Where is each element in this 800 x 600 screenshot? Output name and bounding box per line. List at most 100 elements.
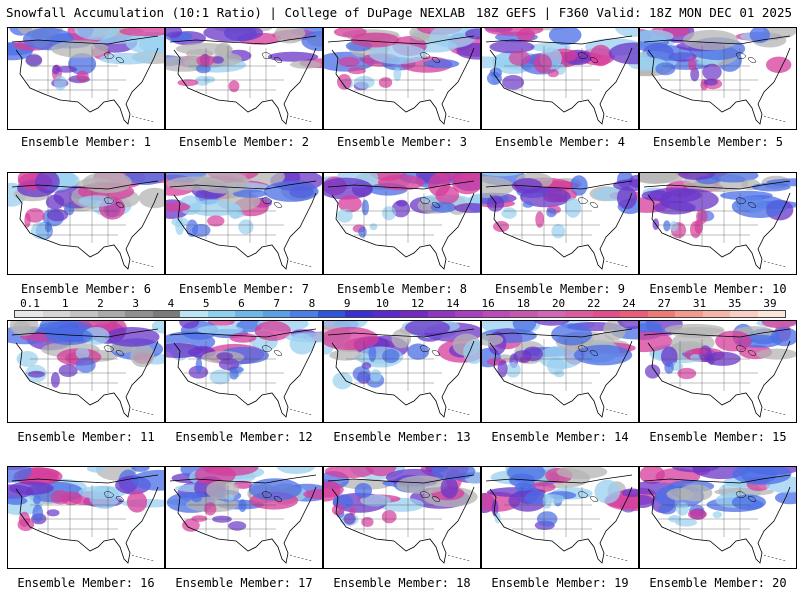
ensemble-map-panel	[639, 320, 797, 423]
colorbar-tick-label: 9	[343, 297, 351, 310]
colorbar-swatch	[592, 311, 620, 317]
ensemble-member-label: Ensemble Member: 2	[178, 135, 310, 149]
snowfall-map	[8, 173, 164, 270]
colorbar-tick-label: 7	[273, 297, 280, 310]
colorbar-swatch	[730, 311, 758, 317]
colorbar-swatch	[510, 311, 538, 317]
colorbar-tick-label: 20	[551, 297, 566, 310]
snowfall-map	[166, 173, 322, 270]
colorbar-swatch	[207, 311, 235, 317]
colorbar-labels: 0.1 1 2 3 4 5 6 7 8 9 10 12 14 16 18 20 22 24 27 31 35 39	[14, 297, 786, 310]
colorbar-swatch	[180, 311, 208, 317]
colorbar-tick-label: 27	[657, 297, 671, 310]
ensemble-member-label: Ensemble Member: 9	[494, 282, 626, 296]
ensemble-map-panel	[165, 172, 323, 275]
ensemble-member-label: Ensemble Member: 12	[175, 430, 313, 444]
colorbar-tick-label: 5	[202, 297, 210, 310]
colorbar-tick-label: 35	[728, 297, 742, 310]
ensemble-member-label: Ensemble Member: 10	[649, 282, 787, 296]
ensemble-member-label: Ensemble Member: 14	[491, 430, 629, 444]
snowfall-map	[324, 321, 480, 418]
ensemble-map-panel	[7, 466, 165, 569]
snowfall-map	[8, 321, 164, 418]
colorbar-swatch	[152, 311, 180, 317]
ensemble-member-label: Ensemble Member: 13	[333, 430, 471, 444]
ensemble-member-label: Ensemble Member: 15	[649, 430, 787, 444]
colorbar-tick-label: 14	[446, 297, 460, 310]
colorbar	[14, 310, 786, 318]
colorbar-swatch	[455, 311, 483, 317]
snowfall-map	[166, 467, 322, 564]
ensemble-map-panel	[639, 27, 797, 130]
ensemble-map-panel	[7, 172, 165, 275]
colorbar-swatch	[42, 311, 70, 317]
colorbar-tick-label: 18	[516, 297, 530, 310]
ensemble-member-label: Ensemble Member: 7	[178, 282, 310, 296]
ensemble-member-label: Ensemble Member: 18	[333, 576, 471, 590]
colorbar-swatch	[647, 311, 675, 317]
colorbar-tick-label: 8	[308, 297, 316, 310]
snowfall-map	[482, 173, 638, 270]
colorbar-swatch	[757, 311, 785, 317]
colorbar-swatch	[345, 311, 373, 317]
ensemble-member-label: Ensemble Member: 11	[17, 430, 155, 444]
ensemble-map-panel	[7, 320, 165, 423]
snowfall-map	[324, 173, 480, 270]
ensemble-map-panel	[481, 466, 639, 569]
ensemble-member-label: Ensemble Member: 4	[494, 135, 626, 149]
model-valid-time: 18Z GEFS | F360 Valid: 18Z MON DEC 01 20…	[475, 5, 792, 20]
ensemble-map-panel	[7, 27, 165, 130]
colorbar-swatch	[262, 311, 290, 317]
colorbar-swatch	[235, 311, 263, 317]
ensemble-map-panel	[323, 466, 481, 569]
colorbar-swatch	[675, 311, 703, 317]
colorbar-tick-label: 3	[132, 297, 140, 310]
colorbar-swatch	[537, 311, 565, 317]
snowfall-map	[482, 321, 638, 418]
ensemble-map-panel	[165, 320, 323, 423]
colorbar-tick-label: 4	[167, 297, 175, 310]
colorbar-swatch	[372, 311, 400, 317]
ensemble-member-label: Ensemble Member: 8	[336, 282, 468, 296]
colorbar-tick-label: 10	[375, 297, 389, 310]
colorbar-swatch	[427, 311, 455, 317]
colorbar-swatch	[620, 311, 648, 317]
colorbar-tick-label: 6	[238, 297, 245, 310]
colorbar-swatch	[482, 311, 510, 317]
ensemble-map-panel	[323, 172, 481, 275]
ensemble-map-panel	[639, 466, 797, 569]
colorbar-tick-label: 22	[587, 297, 601, 310]
ensemble-map-panel	[639, 172, 797, 275]
colorbar-swatch	[15, 311, 43, 317]
colorbar-tick-label: 1	[61, 297, 69, 310]
ensemble-member-label: Ensemble Member: 5	[652, 135, 784, 149]
colorbar-tick-label: 2	[97, 297, 104, 310]
snowfall-map	[166, 321, 322, 418]
colorbar-swatch	[565, 311, 593, 317]
ensemble-member-label: Ensemble Member: 20	[649, 576, 787, 590]
snowfall-map	[482, 467, 638, 564]
snowfall-map	[324, 28, 480, 125]
ensemble-member-label: Ensemble Member: 16	[17, 576, 155, 590]
colorbar-swatch	[317, 311, 345, 317]
snowfall-map	[640, 173, 796, 270]
colorbar-tick-label: 0.1	[20, 297, 40, 310]
colorbar-swatch	[125, 311, 153, 317]
ensemble-map-panel	[323, 27, 481, 130]
snowfall-map	[166, 28, 322, 125]
ensemble-member-label: Ensemble Member: 3	[336, 135, 468, 149]
snowfall-map	[482, 28, 638, 125]
snowfall-map	[640, 28, 796, 125]
chart-title: Snowfall Accumulation (10:1 Ratio) | Col…	[6, 5, 466, 20]
ensemble-map-panel	[481, 27, 639, 130]
ensemble-map-panel	[323, 320, 481, 423]
colorbar-swatch	[70, 311, 98, 317]
snowfall-map	[324, 467, 480, 564]
snowfall-map	[8, 28, 164, 125]
ensemble-map-panel	[481, 172, 639, 275]
ensemble-map-panel	[481, 320, 639, 423]
colorbar-tick-label: 16	[481, 297, 495, 310]
snowfall-map	[640, 321, 796, 418]
ensemble-member-label: Ensemble Member: 19	[491, 576, 629, 590]
ensemble-member-label: Ensemble Member: 17	[175, 576, 313, 590]
